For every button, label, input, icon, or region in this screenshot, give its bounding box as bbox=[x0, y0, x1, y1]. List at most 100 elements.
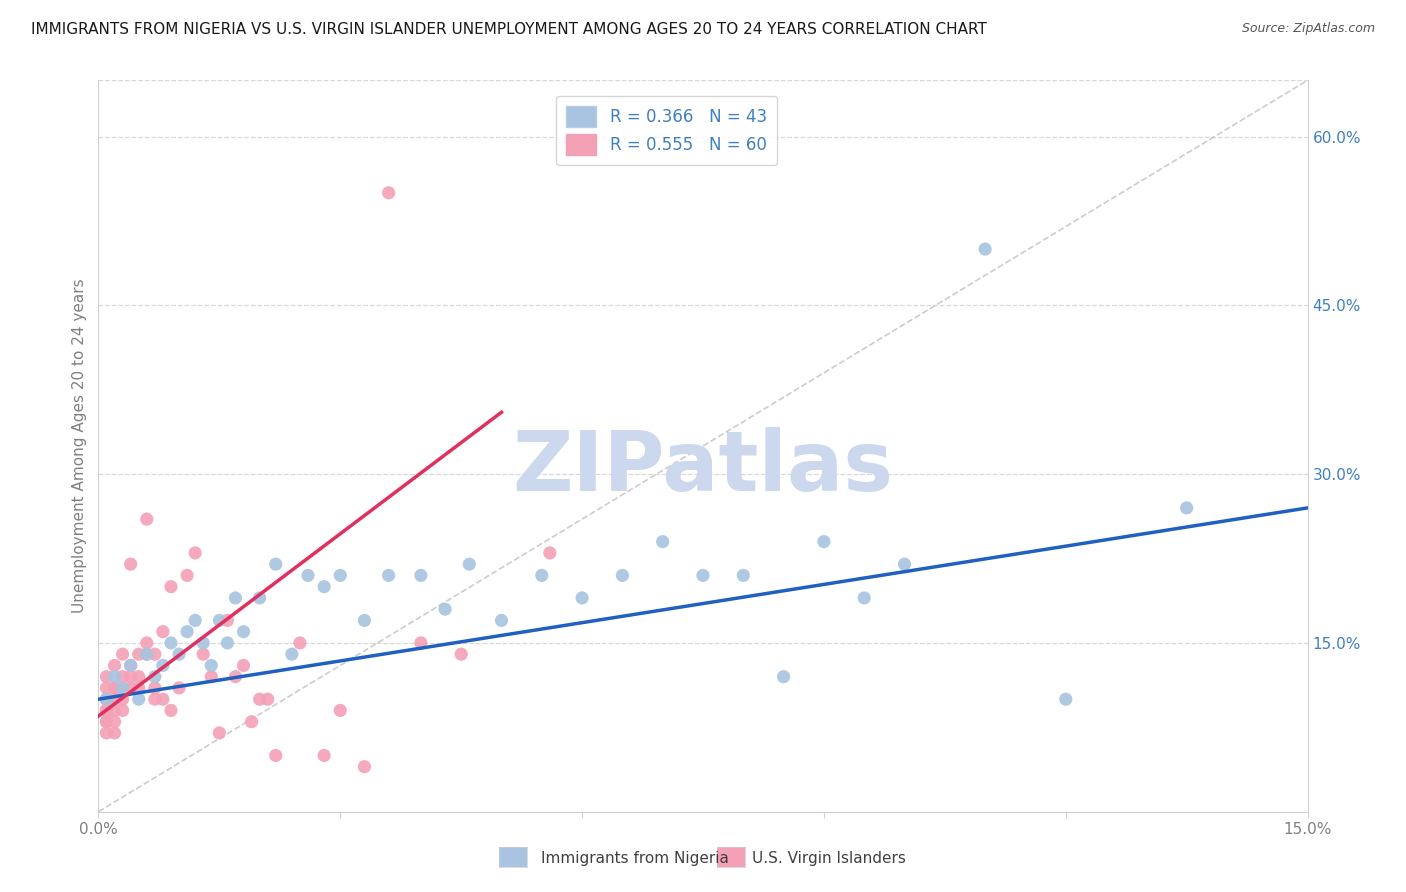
Point bbox=[217, 636, 239, 650]
Point bbox=[450, 647, 472, 661]
Point bbox=[160, 703, 183, 717]
Point bbox=[103, 714, 125, 729]
Point bbox=[193, 647, 215, 661]
Point bbox=[314, 580, 336, 594]
Point bbox=[160, 636, 183, 650]
Point bbox=[264, 748, 287, 763]
Point bbox=[143, 681, 166, 695]
Point bbox=[281, 647, 304, 661]
Point bbox=[288, 636, 311, 650]
Point bbox=[152, 692, 174, 706]
Point bbox=[135, 636, 157, 650]
Point bbox=[111, 681, 134, 695]
Point bbox=[111, 692, 134, 706]
Point bbox=[377, 568, 399, 582]
Point bbox=[184, 614, 207, 628]
Point bbox=[96, 692, 118, 706]
Point bbox=[813, 534, 835, 549]
Point bbox=[103, 681, 125, 695]
Point bbox=[143, 670, 166, 684]
Point bbox=[96, 703, 118, 717]
Point bbox=[224, 670, 246, 684]
Point bbox=[1054, 692, 1077, 706]
Point bbox=[249, 692, 271, 706]
Point bbox=[143, 692, 166, 706]
Point bbox=[853, 591, 876, 605]
Point bbox=[353, 760, 375, 774]
Point bbox=[128, 681, 150, 695]
Point bbox=[208, 726, 231, 740]
Point bbox=[249, 591, 271, 605]
Point bbox=[120, 681, 142, 695]
Point bbox=[96, 726, 118, 740]
Point bbox=[353, 614, 375, 628]
Point bbox=[208, 614, 231, 628]
Point bbox=[103, 703, 125, 717]
Y-axis label: Unemployment Among Ages 20 to 24 years: Unemployment Among Ages 20 to 24 years bbox=[72, 278, 87, 614]
Text: Immigrants from Nigeria: Immigrants from Nigeria bbox=[541, 851, 730, 865]
Point bbox=[103, 681, 125, 695]
Point bbox=[111, 703, 134, 717]
Text: ZIPatlas: ZIPatlas bbox=[513, 427, 893, 508]
Point bbox=[200, 670, 222, 684]
Point bbox=[96, 681, 118, 695]
Point bbox=[297, 568, 319, 582]
Point bbox=[120, 670, 142, 684]
Point bbox=[128, 670, 150, 684]
Point bbox=[530, 568, 553, 582]
Text: Source: ZipAtlas.com: Source: ZipAtlas.com bbox=[1241, 22, 1375, 36]
Point bbox=[120, 557, 142, 571]
Point bbox=[974, 242, 997, 256]
Point bbox=[256, 692, 278, 706]
Point bbox=[103, 658, 125, 673]
Point bbox=[96, 703, 118, 717]
Point bbox=[377, 186, 399, 200]
Point bbox=[167, 681, 190, 695]
Point bbox=[571, 591, 593, 605]
Point bbox=[96, 692, 118, 706]
Point bbox=[240, 714, 263, 729]
Point bbox=[217, 614, 239, 628]
Point bbox=[111, 670, 134, 684]
Point bbox=[491, 614, 513, 628]
Point bbox=[329, 703, 352, 717]
Point bbox=[176, 624, 198, 639]
Point bbox=[434, 602, 457, 616]
Point bbox=[692, 568, 714, 582]
Point bbox=[893, 557, 915, 571]
Point bbox=[612, 568, 634, 582]
Point bbox=[176, 568, 198, 582]
Point bbox=[128, 647, 150, 661]
Point bbox=[329, 568, 352, 582]
Point bbox=[200, 658, 222, 673]
Point bbox=[314, 748, 336, 763]
Point bbox=[224, 591, 246, 605]
Point bbox=[184, 546, 207, 560]
Point bbox=[167, 647, 190, 661]
Point bbox=[1175, 500, 1198, 515]
Point bbox=[193, 636, 215, 650]
Point bbox=[111, 681, 134, 695]
Point bbox=[96, 703, 118, 717]
Point bbox=[96, 714, 118, 729]
Point bbox=[409, 636, 432, 650]
Point bbox=[96, 714, 118, 729]
Point bbox=[232, 658, 254, 673]
Point bbox=[152, 624, 174, 639]
Point bbox=[120, 658, 142, 673]
Point bbox=[160, 580, 183, 594]
Point bbox=[143, 647, 166, 661]
Text: U.S. Virgin Islanders: U.S. Virgin Islanders bbox=[752, 851, 905, 865]
Point bbox=[111, 647, 134, 661]
Legend: R = 0.366   N = 43, R = 0.555   N = 60: R = 0.366 N = 43, R = 0.555 N = 60 bbox=[557, 96, 778, 165]
Point bbox=[232, 624, 254, 639]
Point bbox=[733, 568, 755, 582]
Point bbox=[538, 546, 561, 560]
Point bbox=[135, 647, 157, 661]
Point bbox=[128, 692, 150, 706]
Point bbox=[264, 557, 287, 571]
Point bbox=[135, 512, 157, 526]
Point bbox=[409, 568, 432, 582]
Point bbox=[103, 692, 125, 706]
Text: IMMIGRANTS FROM NIGERIA VS U.S. VIRGIN ISLANDER UNEMPLOYMENT AMONG AGES 20 TO 24: IMMIGRANTS FROM NIGERIA VS U.S. VIRGIN I… bbox=[31, 22, 987, 37]
